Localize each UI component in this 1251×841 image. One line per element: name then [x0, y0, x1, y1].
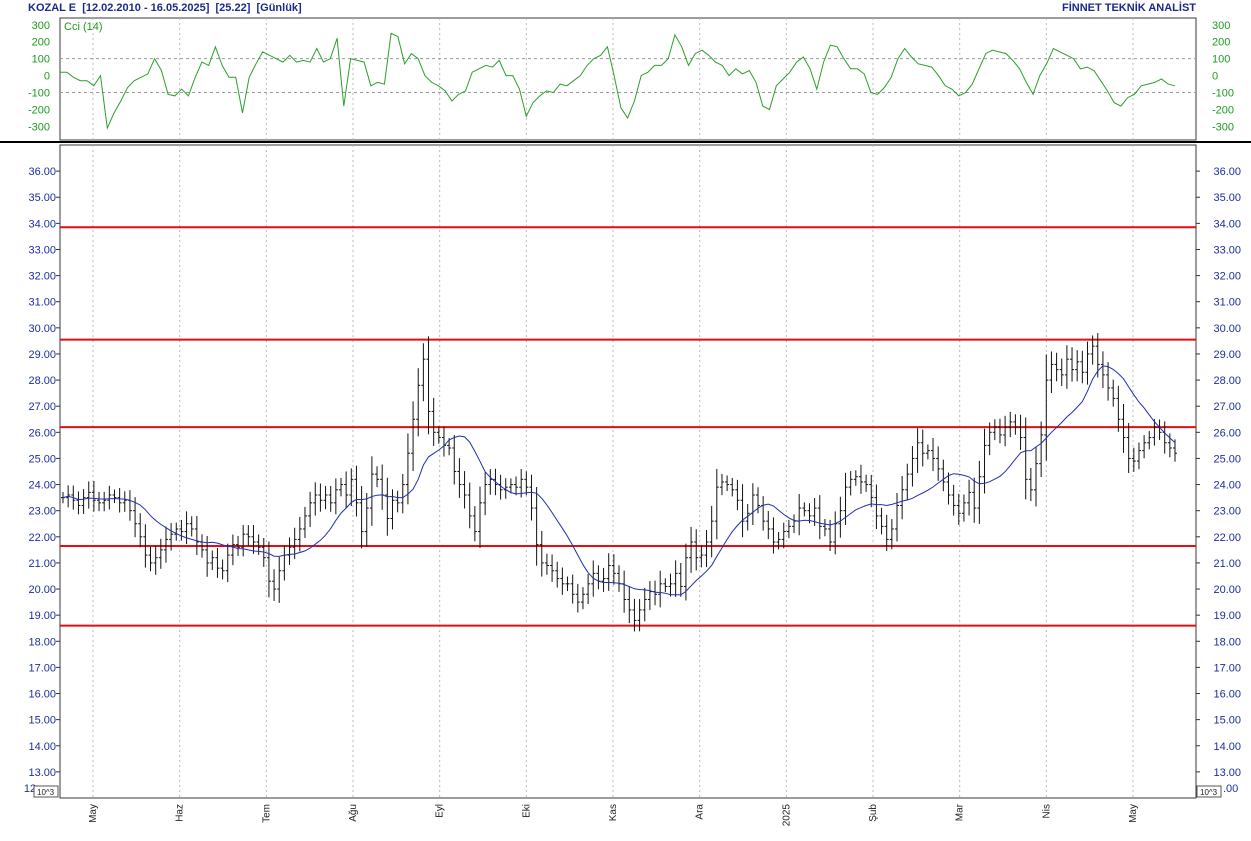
scale-unit-label-left: 10^3 — [37, 788, 55, 797]
price-axis-tick-left: 26.00 — [28, 427, 56, 439]
cci-axis-tick-left: 300 — [32, 20, 50, 32]
price-axis-tick-right: 35.00 — [1213, 192, 1241, 204]
price-axis-tick-left: 14.00 — [28, 741, 56, 753]
price-axis-tick-right: 27.00 — [1213, 401, 1241, 413]
x-tick-label: Mar — [955, 803, 966, 821]
cci-axis-tick-right: 100 — [1212, 54, 1230, 66]
price-axis-tick-left: 22.00 — [28, 532, 56, 544]
chart-header-title: KOZAL E [12.02.2010 - 16.05.2025] [25.22… — [28, 2, 302, 14]
price-axis-tick-right: 32.00 — [1213, 271, 1241, 283]
price-axis-tick-left: 36.00 — [28, 166, 56, 178]
scale-unit-box-right — [1196, 785, 1222, 798]
price-axis-tick-left: 33.00 — [28, 244, 56, 256]
price-axis-tick-left: 18.00 — [28, 636, 56, 648]
cci-title: Cci (14) — [64, 21, 103, 33]
price-axis-tick-left: 13.00 — [28, 767, 56, 779]
x-tick-label: 2025 — [781, 804, 792, 827]
price-panel: 36.00 35.00 34.00 33.00 32.00 31.00 30.00 29.00… — [24, 144, 1241, 799]
x-tick-label: Haz — [175, 804, 186, 822]
price-axis-bottom-left-tick: 12 — [24, 783, 36, 795]
x-tick-label: Eki — [521, 804, 532, 818]
price-axis-tick-right: 25.00 — [1213, 453, 1241, 465]
cci-axis-tick-right: 0 — [1212, 71, 1218, 83]
x-tick-label: May — [1128, 804, 1139, 823]
cci-axis-tick-left: -200 — [28, 105, 50, 117]
price-axis-tick-right: 19.00 — [1213, 610, 1241, 622]
x-tick-label: Ara — [695, 804, 706, 820]
moving-average-line — [62, 365, 1176, 596]
x-tick-label: Şub — [868, 804, 879, 822]
scale-unit-label-right: 10^3 — [1200, 788, 1218, 797]
price-axis-tick-right: 15.00 — [1213, 715, 1241, 727]
price-axis-tick-right: 28.00 — [1213, 375, 1241, 387]
x-tick-label: Nis — [1041, 804, 1052, 818]
price-axis-tick-right: 21.00 — [1213, 558, 1241, 570]
cci-axis-tick-left: 100 — [32, 54, 50, 66]
cci-axis-tick-left: 200 — [32, 37, 50, 49]
price-panel-frame — [59, 144, 1197, 799]
cci-axis-tick-left: 0 — [44, 71, 50, 83]
price-axis-tick-right: 17.00 — [1213, 662, 1241, 674]
price-axis-tick-right: 22.00 — [1213, 532, 1241, 544]
price-axis-tick-right: 13.00 — [1213, 767, 1241, 779]
price-axis-tick-left: 24.00 — [28, 480, 56, 492]
price-axis-tick-left: 23.00 — [28, 506, 56, 518]
price-axis-tick-right: 30.00 — [1213, 323, 1241, 335]
price-axis-tick-right: 24.00 — [1213, 480, 1241, 492]
x-tick-label: May — [88, 804, 99, 823]
cci-axis-tick-right: -100 — [1212, 88, 1234, 100]
price-axis-tick-right: 14.00 — [1213, 741, 1241, 753]
cci-panel: Cci (14) 300 200 100 0 -100 -200 -300 300 200 10… — [28, 17, 1234, 141]
price-axis-tick-left: 15.00 — [28, 715, 56, 727]
price-axis-tick-left: 30.00 — [28, 323, 56, 335]
x-axis-labels: May Haz Tem Ağu Eyl Eki Kas Ara 2025 Şub Mar Nis May — [88, 803, 1139, 826]
price-axis-tick-right: 23.00 — [1213, 506, 1241, 518]
price-axis-tick-left: 29.00 — [28, 349, 56, 361]
cci-axis-tick-right: -200 — [1212, 105, 1234, 117]
price-axis-tick-left: 28.00 — [28, 375, 56, 387]
price-axis-tick-right: 31.00 — [1213, 297, 1241, 309]
price-axis-tick-left: 20.00 — [28, 584, 56, 596]
price-axis-tick-right: 18.00 — [1213, 636, 1241, 648]
chart-header-vendor: FİNNET TEKNİK ANALİST — [1061, 2, 1196, 14]
cci-panel-frame — [59, 17, 1197, 141]
price-axis-tick-left: 19.00 — [28, 610, 56, 622]
x-tick-label: Kas — [608, 804, 619, 821]
price-axis-tick-left: 21.00 — [28, 558, 56, 570]
cci-axis-tick-left: -100 — [28, 88, 50, 100]
price-axis-tick-left: 17.00 — [28, 662, 56, 674]
x-tick-label: Ağu — [348, 804, 359, 822]
price-axis-tick-right: 16.00 — [1213, 689, 1241, 701]
price-axis-tick-left: 34.00 — [28, 218, 56, 230]
x-tick-label: Tem — [261, 804, 272, 823]
x-tick-label: Eyl — [435, 804, 446, 818]
price-axis-tick-right: 33.00 — [1213, 244, 1241, 256]
cci-axis-tick-right: 300 — [1212, 20, 1230, 32]
cci-axis-tick-left: -300 — [28, 121, 50, 133]
cci-line — [60, 32, 1176, 130]
price-axis-tick-left: 25.00 — [28, 453, 56, 465]
price-axis-tick-right: 29.00 — [1213, 349, 1241, 361]
price-axis-tick-right: 36.00 — [1213, 166, 1241, 178]
price-axis-tick-right: 26.00 — [1213, 427, 1241, 439]
price-axis-tick-left: 35.00 — [28, 192, 56, 204]
scale-unit-box-left — [33, 785, 59, 798]
price-axis-tick-left: 32.00 — [28, 271, 56, 283]
price-axis-tick-left: 16.00 — [28, 689, 56, 701]
cci-axis-tick-right: -300 — [1212, 121, 1234, 133]
price-axis-tick-left: 27.00 — [28, 401, 56, 413]
price-axis-bottom-right-tick: .00 — [1223, 783, 1238, 795]
cci-axis-tick-right: 200 — [1212, 37, 1230, 49]
price-axis-tick-right: 20.00 — [1213, 584, 1241, 596]
price-axis-tick-left: 31.00 — [28, 297, 56, 309]
price-axis-tick-right: 34.00 — [1213, 218, 1241, 230]
